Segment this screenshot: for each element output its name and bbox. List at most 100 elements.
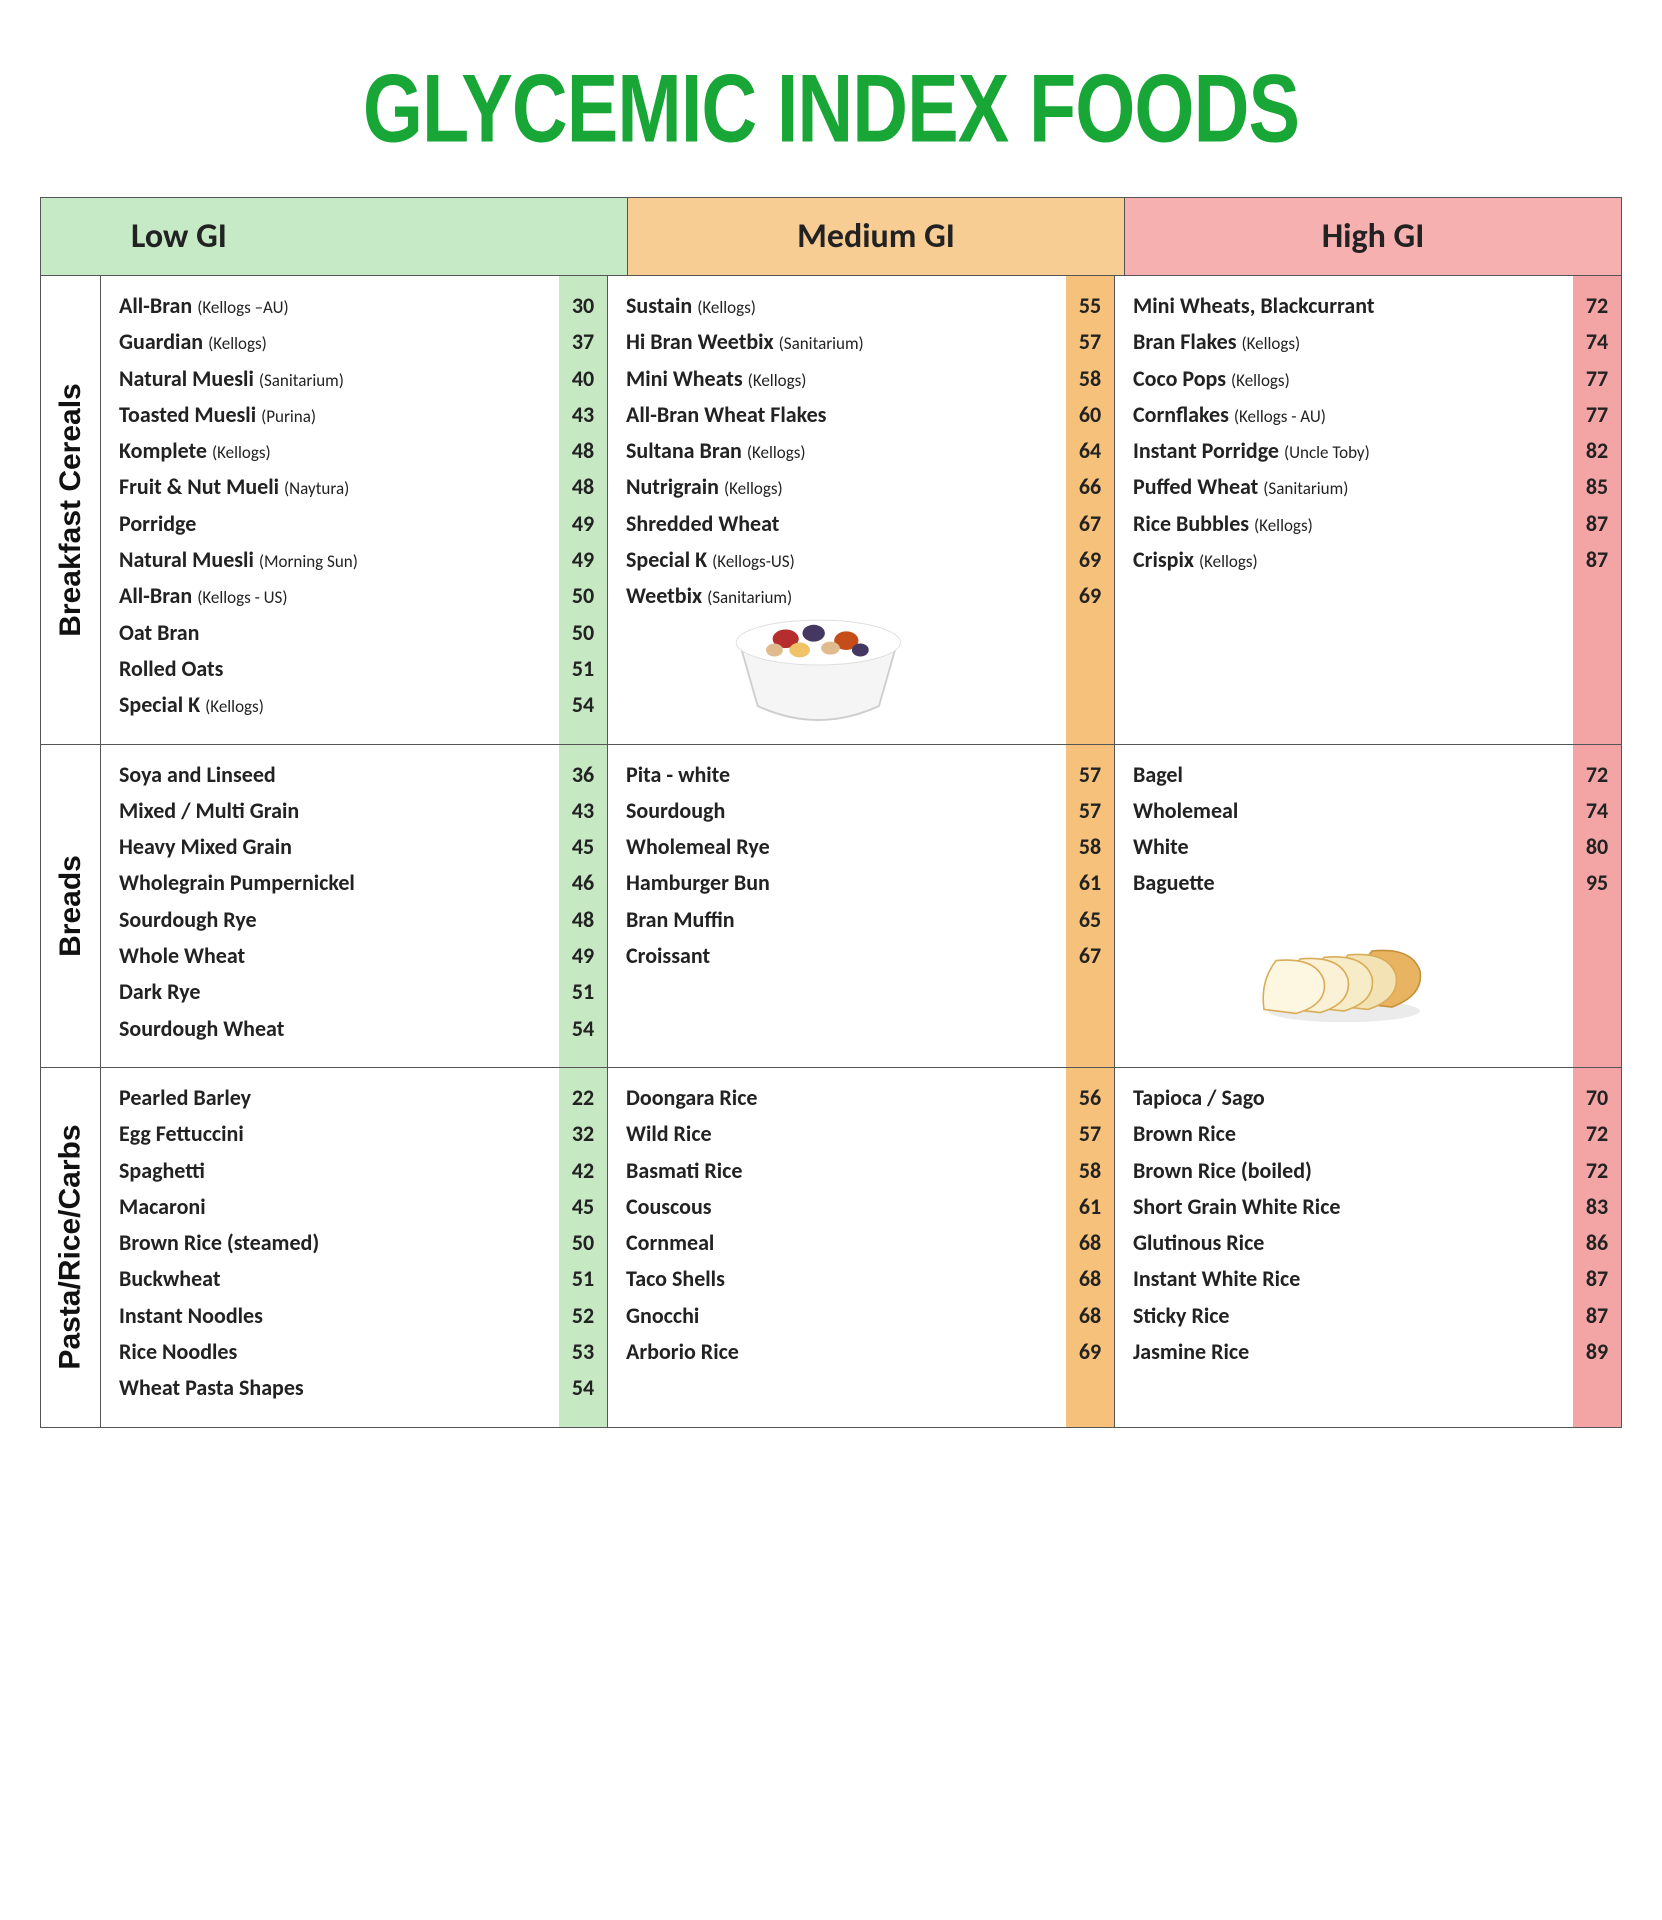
food-name: Whole Wheat: [119, 938, 551, 974]
gi-value: 51: [559, 1261, 607, 1297]
food-name: Oat Bran: [119, 615, 551, 651]
food-name: [626, 615, 1058, 651]
food-name: Sourdough Rye: [119, 902, 551, 938]
gi-value: [1066, 1011, 1114, 1047]
gi-value: [1573, 1011, 1621, 1047]
food-name: All-Bran (Kellogs - US): [119, 578, 551, 614]
food-name: Arborio Rice: [626, 1334, 1058, 1370]
gi-value: 57: [1066, 757, 1114, 793]
food-name: Weetbix (Sanitarium): [626, 578, 1058, 614]
gi-table: Low GI Medium GI High GI Breakfast Cerea…: [40, 197, 1622, 1428]
food-name: Rice Bubbles (Kellogs): [1133, 506, 1565, 542]
food-name: Puffed Wheat (Sanitarium): [1133, 469, 1565, 505]
gi-value: 54: [559, 1011, 607, 1047]
food-name: Bran Flakes (Kellogs): [1133, 324, 1565, 360]
food-name: Crispix (Kellogs): [1133, 542, 1565, 578]
category-label: Breakfast Cereals: [54, 383, 88, 637]
food-name: Egg Fettuccini: [119, 1116, 551, 1152]
food-name: [1133, 974, 1565, 1010]
food-name: [626, 1370, 1058, 1406]
gi-value: 57: [1066, 1116, 1114, 1152]
page-title: GLYCEMIC INDEX FOODS: [103, 53, 1558, 165]
food-name: Brown Rice: [1133, 1116, 1565, 1152]
food-name: [1133, 578, 1565, 614]
gi-value: 85: [1573, 469, 1621, 505]
food-name: [626, 687, 1058, 723]
gi-value: 52: [559, 1298, 607, 1334]
food-name: Baguette: [1133, 865, 1565, 901]
gi-value: 46: [559, 865, 607, 901]
column-med: Pita - whiteSourdoughWholemeal RyeHambur…: [608, 745, 1115, 1067]
gi-value: 58: [1066, 829, 1114, 865]
gi-values: 5657586168686869: [1066, 1068, 1114, 1427]
food-name: Wholemeal Rye: [626, 829, 1058, 865]
food-name: Rolled Oats: [119, 651, 551, 687]
food-name: Shredded Wheat: [626, 506, 1058, 542]
gi-value: 95: [1573, 865, 1621, 901]
gi-value: 45: [559, 1189, 607, 1225]
food-name: Rice Noodles: [119, 1334, 551, 1370]
gi-values: 555758606466676969: [1066, 276, 1114, 744]
gi-value: 65: [1066, 902, 1114, 938]
gi-value: [1573, 974, 1621, 1010]
gi-value: 48: [559, 433, 607, 469]
food-name: Mixed / Multi Grain: [119, 793, 551, 829]
gi-value: 48: [559, 469, 607, 505]
food-name: Tapioca / Sago: [1133, 1080, 1565, 1116]
food-name: Guardian (Kellogs): [119, 324, 551, 360]
gi-value: 77: [1573, 397, 1621, 433]
header-high: High GI: [1125, 198, 1621, 275]
gi-value: 43: [559, 397, 607, 433]
category-column: Pasta/Rice/Carbs: [41, 1068, 101, 1427]
food-name: Sustain (Kellogs): [626, 288, 1058, 324]
food-name: Hi Bran Weetbix (Sanitarium): [626, 324, 1058, 360]
food-name: All-Bran Wheat Flakes: [626, 397, 1058, 433]
gi-value: [1573, 938, 1621, 974]
food-name: Glutinous Rice: [1133, 1225, 1565, 1261]
food-name: Croissant: [626, 938, 1058, 974]
food-name: Toasted Muesli (Purina): [119, 397, 551, 433]
food-name: [1133, 938, 1565, 974]
section: Pasta/Rice/CarbsPearled BarleyEgg Fettuc…: [41, 1068, 1621, 1427]
food-name: Short Grain White Rice: [1133, 1189, 1565, 1225]
gi-value: 49: [559, 938, 607, 974]
gi-value: [1573, 651, 1621, 687]
food-name: Wheat Pasta Shapes: [119, 1370, 551, 1406]
food-name: Brown Rice (boiled): [1133, 1153, 1565, 1189]
food-name: Pita - white: [626, 757, 1058, 793]
gi-value: 50: [559, 615, 607, 651]
food-name: Spaghetti: [119, 1153, 551, 1189]
food-name: Couscous: [626, 1189, 1058, 1225]
header-row: Low GI Medium GI High GI: [41, 198, 1621, 276]
gi-value: 68: [1066, 1225, 1114, 1261]
category-column: Breakfast Cereals: [41, 276, 101, 744]
food-names: All-Bran (Kellogs –AU)Guardian (Kellogs)…: [101, 276, 559, 744]
food-name: Sourdough Wheat: [119, 1011, 551, 1047]
gi-value: 60: [1066, 397, 1114, 433]
food-name: Instant White Rice: [1133, 1261, 1565, 1297]
food-name: Special K (Kellogs-US): [626, 542, 1058, 578]
gi-value: 56: [1066, 1080, 1114, 1116]
food-name: Buckwheat: [119, 1261, 551, 1297]
column-low: All-Bran (Kellogs –AU)Guardian (Kellogs)…: [101, 276, 608, 744]
food-name: [626, 974, 1058, 1010]
gi-value: 61: [1066, 1189, 1114, 1225]
gi-value: 68: [1066, 1261, 1114, 1297]
gi-value: 37: [559, 324, 607, 360]
food-name: Macaroni: [119, 1189, 551, 1225]
food-names: Pearled BarleyEgg FettucciniSpaghettiMac…: [101, 1068, 559, 1427]
gi-value: 45: [559, 829, 607, 865]
gi-value: 42: [559, 1153, 607, 1189]
gi-value: [1573, 578, 1621, 614]
gi-value: 74: [1573, 793, 1621, 829]
gi-value: 82: [1573, 433, 1621, 469]
gi-value: 32: [559, 1116, 607, 1152]
gi-value: 67: [1066, 938, 1114, 974]
gi-value: 67: [1066, 506, 1114, 542]
gi-values: 303740434848494950505154: [559, 276, 607, 744]
food-name: Komplete (Kellogs): [119, 433, 551, 469]
gi-value: 22: [559, 1080, 607, 1116]
food-name: Mini Wheats, Blackcurrant: [1133, 288, 1565, 324]
gi-value: 72: [1573, 757, 1621, 793]
food-name: Sticky Rice: [1133, 1298, 1565, 1334]
